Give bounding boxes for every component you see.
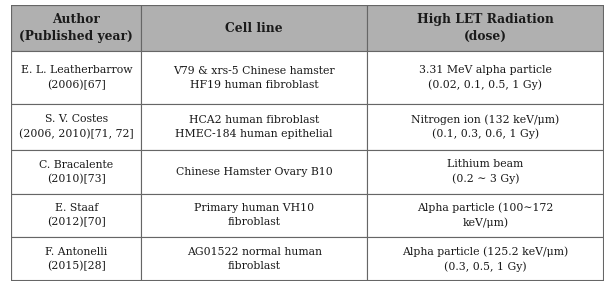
Bar	[141, 5, 367, 51]
Text: Alpha particle (100∼172
keV/μm): Alpha particle (100∼172 keV/μm)	[417, 203, 554, 228]
Bar	[11, 150, 141, 194]
Bar	[11, 51, 141, 104]
Text: C. Bracalente
(2010)[73]: C. Bracalente (2010)[73]	[39, 160, 113, 184]
Text: Nitrogen ion (132 keV/μm)
(0.1, 0.3, 0.6, 1 Gy): Nitrogen ion (132 keV/μm) (0.1, 0.3, 0.6…	[411, 114, 560, 140]
Text: AG01522 normal human
fibroblast: AG01522 normal human fibroblast	[186, 247, 322, 271]
Text: V79 & xrs-5 Chinese hamster
HF19 human fibroblast: V79 & xrs-5 Chinese hamster HF19 human f…	[173, 65, 335, 90]
Bar	[11, 5, 141, 51]
Bar	[141, 150, 367, 194]
Bar	[11, 194, 141, 237]
Text: 3.31 MeV alpha particle
(0.02, 0.1, 0.5, 1 Gy): 3.31 MeV alpha particle (0.02, 0.1, 0.5,…	[419, 65, 552, 90]
Text: Alpha particle (125.2 keV/μm)
(0.3, 0.5, 1 Gy): Alpha particle (125.2 keV/μm) (0.3, 0.5,…	[402, 246, 568, 272]
Bar	[367, 194, 604, 237]
Bar	[11, 104, 141, 150]
Text: High LET Radiation
(dose): High LET Radiation (dose)	[417, 13, 554, 43]
Text: S. V. Costes
(2006, 2010)[71, 72]: S. V. Costes (2006, 2010)[71, 72]	[19, 114, 133, 139]
Bar	[141, 237, 367, 281]
Text: Chinese Hamster Ovary B10: Chinese Hamster Ovary B10	[176, 167, 333, 177]
Bar	[141, 104, 367, 150]
Text: Lithium beam
(0.2 ∼ 3 Gy): Lithium beam (0.2 ∼ 3 Gy)	[447, 159, 523, 184]
Text: F. Antonelli
(2015)[28]: F. Antonelli (2015)[28]	[45, 247, 108, 271]
Text: Primary human VH10
fibroblast: Primary human VH10 fibroblast	[194, 203, 314, 227]
Bar	[367, 51, 604, 104]
Bar	[11, 237, 141, 281]
Bar	[367, 150, 604, 194]
Bar	[367, 104, 604, 150]
Text: E. Staaf
(2012)[70]: E. Staaf (2012)[70]	[47, 203, 106, 228]
Text: Author
(Published year): Author (Published year)	[20, 13, 133, 43]
Bar	[141, 194, 367, 237]
Text: Cell line: Cell line	[225, 22, 283, 35]
Text: E. L. Leatherbarrow
(2006)[67]: E. L. Leatherbarrow (2006)[67]	[20, 65, 132, 90]
Bar	[141, 51, 367, 104]
Bar	[367, 237, 604, 281]
Text: HCA2 human fibroblast
HMEC-184 human epithelial: HCA2 human fibroblast HMEC-184 human epi…	[175, 115, 333, 139]
Bar	[367, 5, 604, 51]
